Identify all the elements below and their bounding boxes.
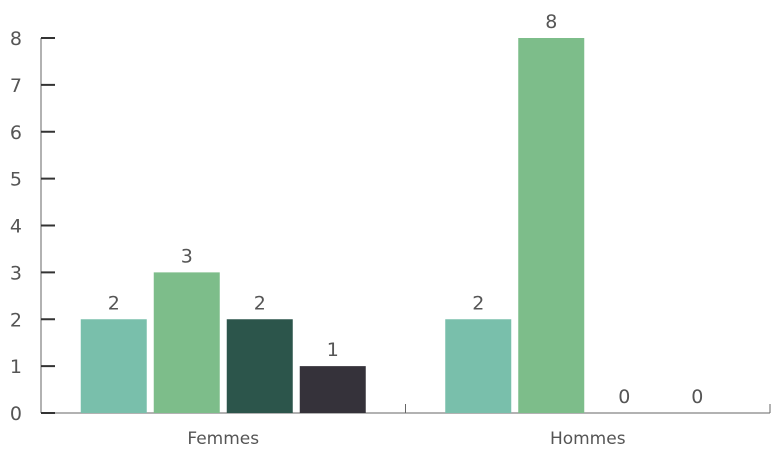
y-tick-label: 8 (10, 28, 22, 50)
bar-value-label: 3 (181, 245, 193, 267)
bar (300, 366, 366, 413)
bar-value-label: 0 (691, 386, 703, 408)
bar-value-label: 1 (327, 339, 339, 361)
bar-value-label: 2 (472, 292, 484, 314)
y-tick-label: 5 (10, 169, 22, 191)
y-tick-label: 0 (10, 403, 22, 425)
y-axis-ticks: 0 1 2 3 4 5 6 7 8 (10, 28, 55, 425)
bar-value-label: 2 (254, 292, 266, 314)
bar (445, 319, 511, 413)
y-tick-label: 1 (10, 356, 22, 378)
y-tick-label: 2 (10, 309, 22, 331)
bar-value-label: 0 (618, 386, 630, 408)
y-tick-label: 7 (10, 75, 22, 97)
category-label: Hommes (550, 429, 626, 449)
y-tick-label: 6 (10, 122, 22, 144)
category-label: Femmes (187, 429, 259, 449)
bar-value-label: 8 (545, 11, 557, 33)
bar (154, 272, 220, 413)
bar (518, 38, 584, 413)
y-tick-label: 4 (10, 216, 22, 238)
bar (81, 319, 147, 413)
y-tick-label: 3 (10, 262, 22, 284)
bar (227, 319, 293, 413)
bar-value-label: 2 (108, 292, 120, 314)
